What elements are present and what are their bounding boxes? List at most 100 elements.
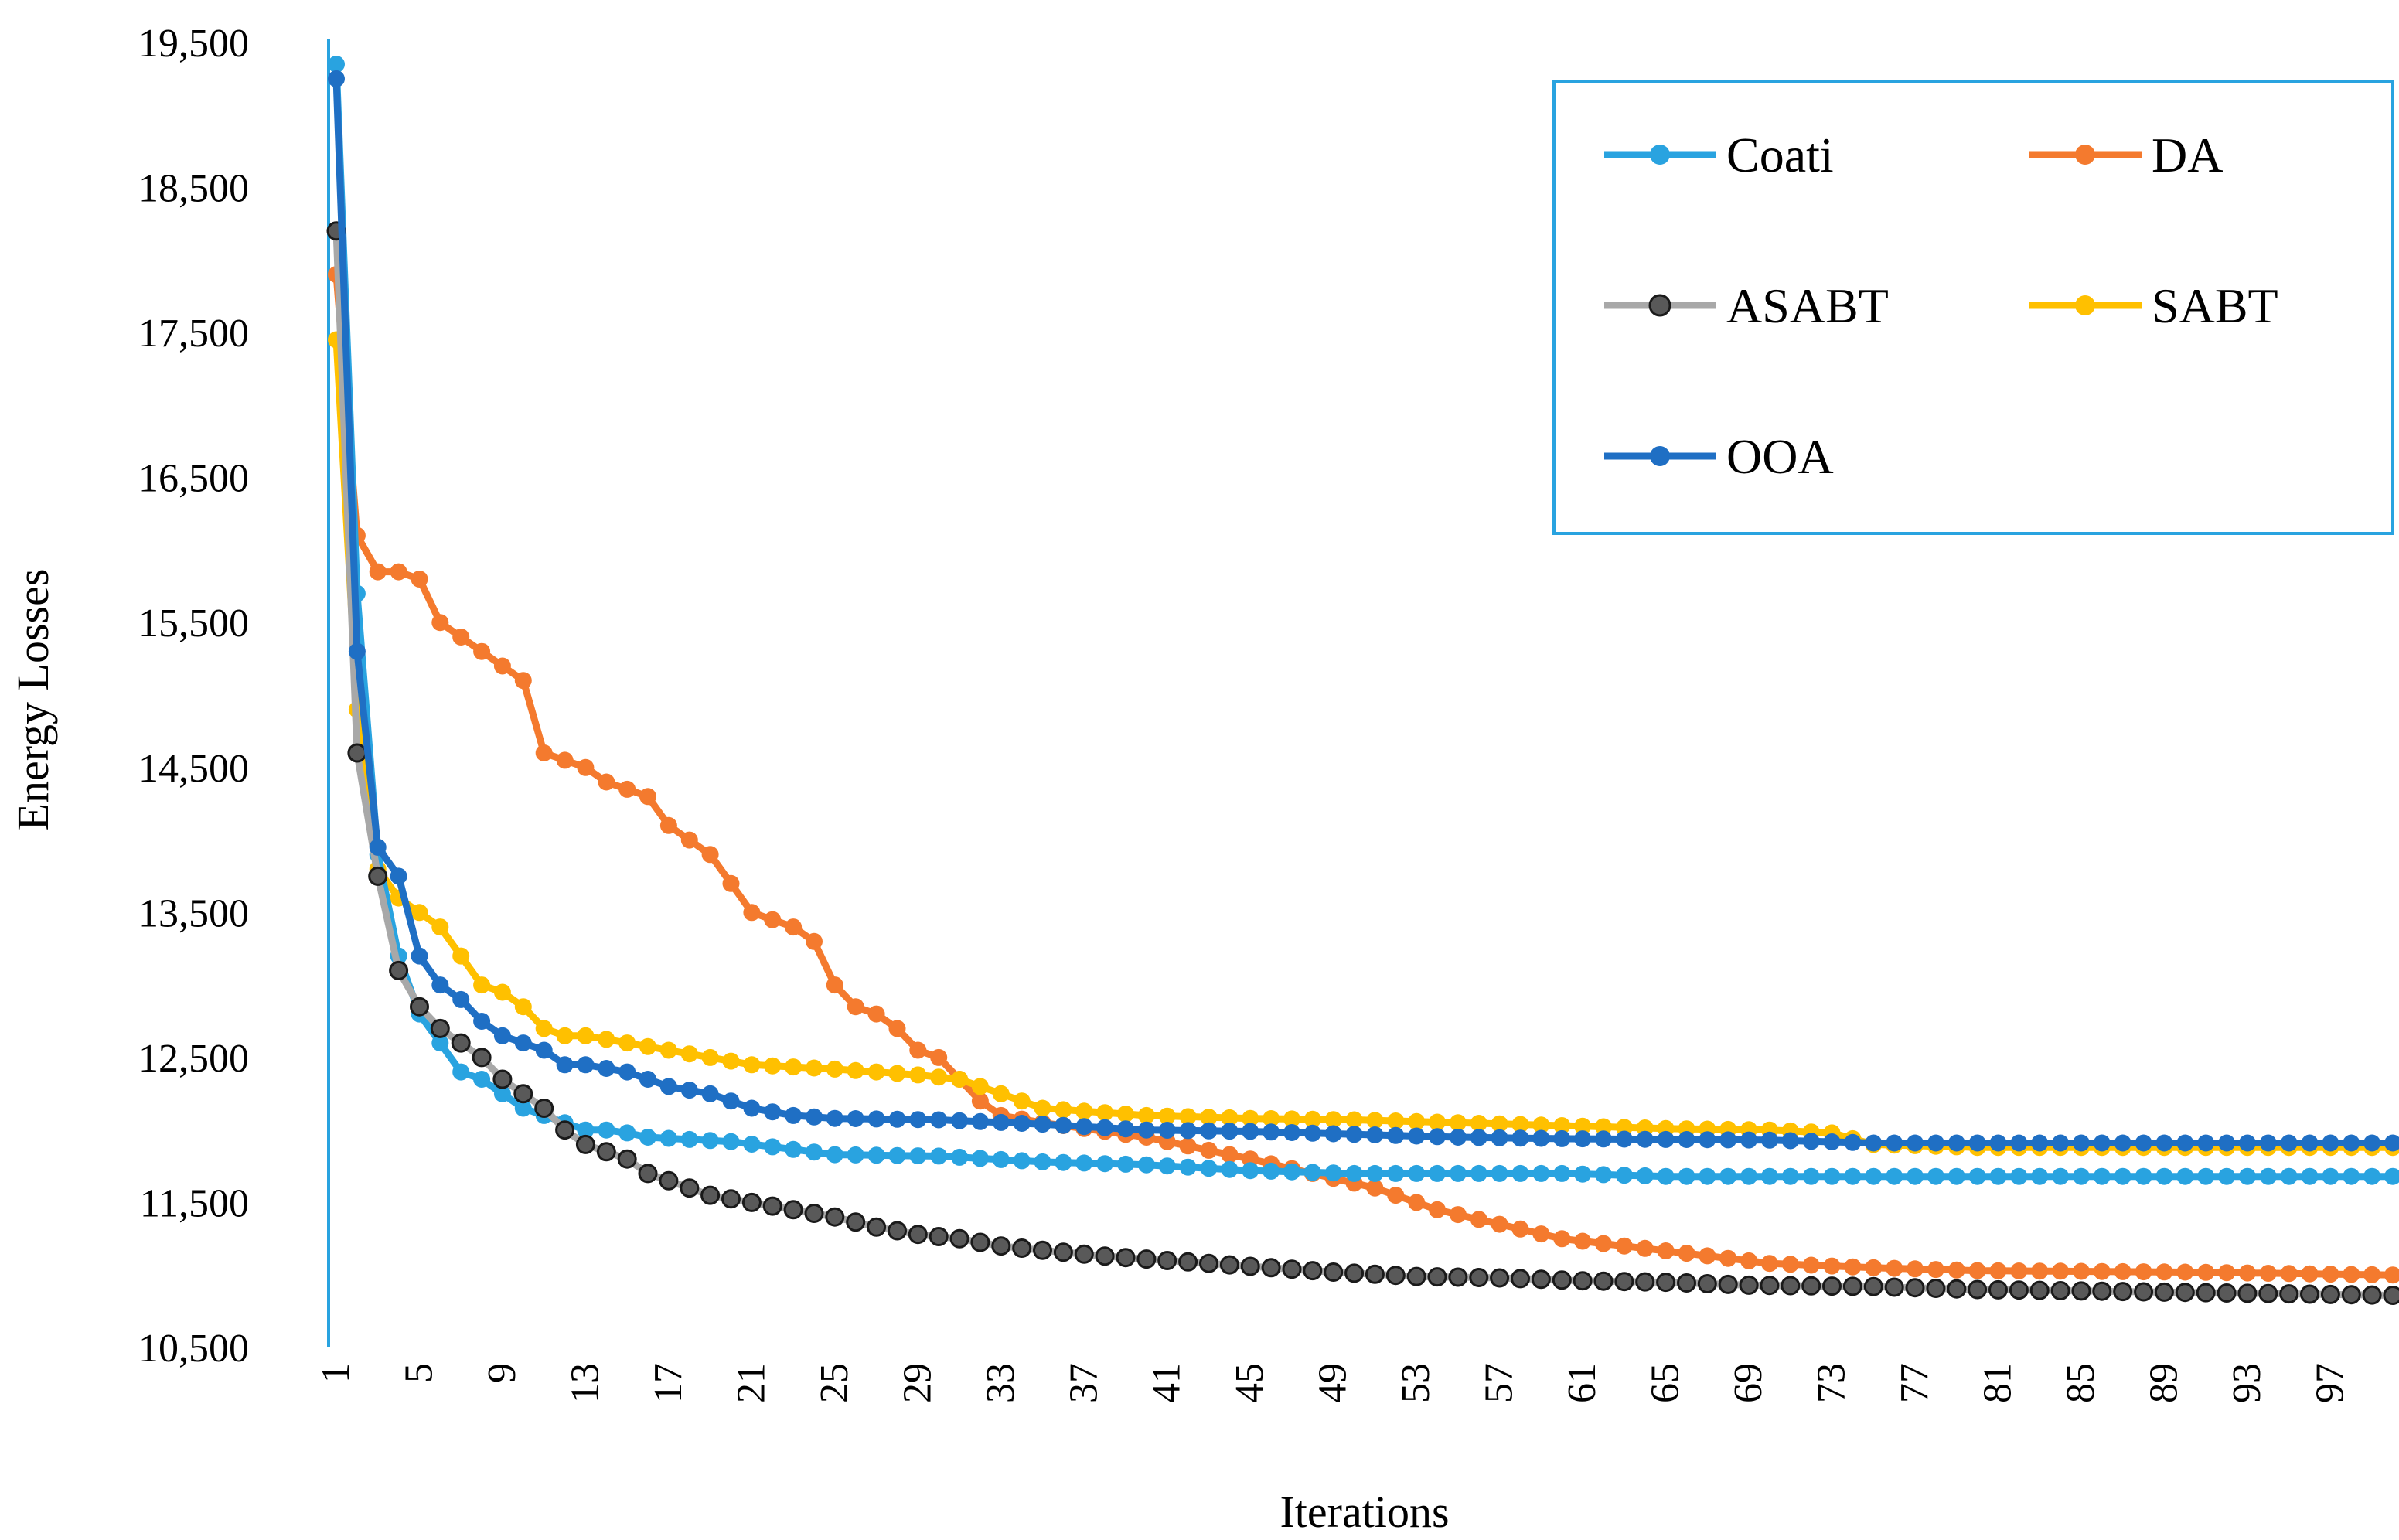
data-point (826, 1146, 843, 1164)
data-point (535, 744, 553, 761)
data-point (1595, 1235, 1612, 1252)
data-point (888, 1221, 907, 1241)
data-point (1491, 1215, 1508, 1233)
data-point (806, 1143, 823, 1161)
x-tick-label: 77 (1893, 1363, 1937, 1403)
data-point (909, 1066, 927, 1084)
legend: Coati DA ASABT SABT OOA (1552, 80, 2394, 535)
x-tick-label: 65 (1644, 1363, 1688, 1403)
data-point (1615, 1119, 1633, 1136)
data-point (2197, 1167, 2215, 1185)
data-point (1886, 1259, 1903, 1277)
data-point (2073, 1167, 2090, 1185)
data-point (1387, 1164, 1405, 1182)
data-point (451, 1033, 471, 1053)
data-point (908, 1225, 928, 1245)
data-point (867, 1110, 885, 1128)
series-asabt (326, 221, 2399, 1305)
legend-item-ooa: OOA (1604, 429, 1834, 484)
data-point (1242, 1109, 1259, 1127)
data-point (1719, 1167, 1737, 1185)
data-point (1242, 1162, 1259, 1180)
data-point (2197, 1263, 2215, 1281)
data-point (1117, 1106, 1134, 1123)
data-point (1013, 1092, 1031, 1110)
data-point (2155, 1134, 2173, 1152)
data-point (1574, 1130, 1592, 1148)
data-point (2073, 1262, 2090, 1280)
data-point (1429, 1113, 1446, 1131)
data-point (764, 1138, 782, 1156)
x-tick-label: 85 (2059, 1363, 2103, 1403)
data-point (2343, 1266, 2360, 1283)
data-point (1678, 1245, 1695, 1262)
data-point (764, 1103, 782, 1121)
data-point (806, 1108, 823, 1126)
data-point (1221, 1109, 1239, 1126)
data-point (2092, 1281, 2112, 1301)
data-point (2238, 1167, 2256, 1185)
data-point (1408, 1112, 1426, 1130)
data-point (1324, 1125, 1342, 1143)
data-point (431, 1034, 449, 1052)
data-point (2114, 1262, 2131, 1280)
x-tick-label: 57 (1477, 1363, 1522, 1403)
data-point (1886, 1134, 1903, 1152)
data-point (2384, 1167, 2399, 1185)
series-line-da (332, 271, 2397, 1279)
y-tick-label: 10,500 (138, 1327, 249, 1371)
data-point (1968, 1279, 1988, 1300)
data-point (639, 788, 656, 806)
data-point (1344, 1263, 1365, 1283)
x-tick-label: 33 (979, 1363, 1023, 1403)
data-point (2154, 1282, 2174, 1302)
data-point (1448, 1267, 1468, 1287)
x-tick-label: 37 (1061, 1363, 1106, 1403)
data-point (618, 1034, 636, 1052)
data-point (1739, 1275, 1759, 1295)
legend-item-sabt: SABT (2029, 278, 2278, 333)
data-point (785, 918, 803, 936)
data-point (1532, 1129, 1550, 1147)
y-tick-label: 15,500 (138, 601, 249, 646)
legend-marker (1650, 145, 1670, 165)
data-point (1553, 1230, 1571, 1248)
data-point (1221, 1160, 1239, 1178)
data-point (2238, 1134, 2256, 1152)
data-point (1075, 1154, 1093, 1172)
data-point (721, 1189, 741, 1209)
data-point (1907, 1134, 1924, 1152)
data-point (2218, 1264, 2236, 1282)
series-coati (328, 56, 2399, 1185)
data-point (1593, 1271, 1614, 1291)
data-point (867, 1217, 887, 1237)
data-point (575, 1134, 595, 1154)
data-point (1988, 1279, 2008, 1300)
data-point (2301, 1134, 2319, 1152)
data-point (1532, 1164, 1550, 1182)
legend-marker (2075, 295, 2095, 315)
data-point (867, 1146, 885, 1164)
data-point (2217, 1283, 2237, 1303)
data-point (1574, 1117, 1592, 1135)
data-point (452, 990, 470, 1008)
x-axis-title: Iterations (1280, 1487, 1449, 1537)
data-point (472, 1048, 492, 1068)
data-point (1615, 1167, 1633, 1184)
data-point (1678, 1167, 1695, 1185)
data-point (1012, 1238, 1032, 1258)
x-tick-label: 41 (1145, 1363, 1189, 1403)
data-point (2093, 1134, 2111, 1152)
series-line-ooa (332, 75, 2397, 1146)
x-tick-label: 69 (1726, 1363, 1770, 1403)
legend-item-asabt: ASABT (1604, 278, 1889, 333)
data-point (722, 874, 740, 892)
data-point (1242, 1123, 1259, 1140)
data-point (2031, 1167, 2049, 1185)
x-tick-label: 53 (1394, 1363, 1438, 1403)
data-point (1947, 1279, 1967, 1299)
data-point (1136, 1249, 1157, 1269)
data-point (2073, 1134, 2090, 1152)
data-point (598, 773, 615, 791)
data-point (680, 1045, 698, 1063)
